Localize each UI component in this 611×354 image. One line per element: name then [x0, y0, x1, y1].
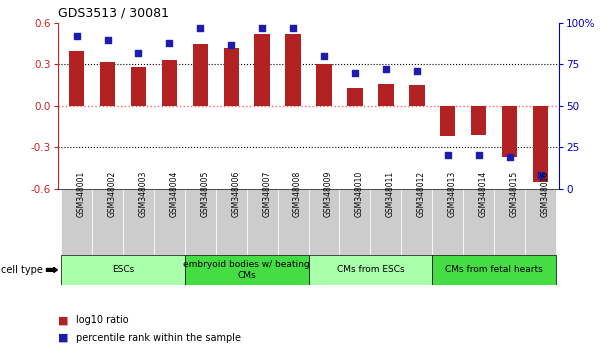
- Bar: [378, 84, 393, 106]
- Bar: [131, 67, 146, 106]
- Text: ■: ■: [58, 315, 68, 325]
- Bar: [154, 189, 185, 255]
- Text: GSM348006: GSM348006: [231, 171, 240, 217]
- Text: GSM348013: GSM348013: [448, 171, 457, 217]
- Text: GSM348007: GSM348007: [262, 171, 271, 217]
- Bar: [254, 34, 270, 106]
- Point: [412, 68, 422, 74]
- Bar: [162, 60, 177, 106]
- Bar: [224, 48, 239, 106]
- Bar: [216, 189, 247, 255]
- Text: GSM348003: GSM348003: [139, 171, 147, 217]
- Point: [226, 42, 236, 47]
- Text: CMs from fetal hearts: CMs from fetal hearts: [445, 266, 543, 274]
- Point: [257, 25, 267, 31]
- Bar: [100, 62, 115, 106]
- Text: GSM348010: GSM348010: [355, 171, 364, 217]
- Bar: [533, 106, 548, 182]
- Bar: [316, 64, 332, 106]
- Text: GSM348014: GSM348014: [478, 171, 488, 217]
- Bar: [277, 189, 309, 255]
- Bar: [525, 189, 556, 255]
- Bar: [471, 106, 486, 135]
- Bar: [61, 255, 185, 285]
- Bar: [432, 189, 463, 255]
- Bar: [440, 106, 455, 136]
- Bar: [347, 88, 363, 106]
- Point: [350, 70, 360, 75]
- Text: log10 ratio: log10 ratio: [76, 315, 129, 325]
- Bar: [463, 189, 494, 255]
- Bar: [401, 189, 432, 255]
- Bar: [92, 189, 123, 255]
- Bar: [494, 189, 525, 255]
- Text: cell type: cell type: [1, 265, 43, 275]
- Bar: [192, 44, 208, 106]
- Text: ■: ■: [58, 333, 68, 343]
- Text: GSM348011: GSM348011: [386, 171, 395, 217]
- Bar: [340, 189, 370, 255]
- Point: [164, 40, 174, 46]
- Point: [71, 33, 81, 39]
- Point: [196, 25, 205, 31]
- Text: GDS3513 / 30081: GDS3513 / 30081: [58, 7, 169, 20]
- Point: [474, 153, 483, 158]
- Text: GSM348004: GSM348004: [169, 171, 178, 217]
- Bar: [502, 106, 518, 157]
- Bar: [285, 34, 301, 106]
- Bar: [309, 255, 432, 285]
- Point: [288, 25, 298, 31]
- Text: percentile rank within the sample: percentile rank within the sample: [76, 333, 241, 343]
- Bar: [185, 189, 216, 255]
- Text: GSM348001: GSM348001: [76, 171, 86, 217]
- Text: GSM348008: GSM348008: [293, 171, 302, 217]
- Bar: [69, 51, 84, 106]
- Text: ESCs: ESCs: [112, 266, 134, 274]
- Text: GSM348016: GSM348016: [541, 171, 549, 217]
- Bar: [309, 189, 340, 255]
- Text: embryoid bodies w/ beating
CMs: embryoid bodies w/ beating CMs: [183, 260, 310, 280]
- Bar: [409, 85, 425, 106]
- Text: CMs from ESCs: CMs from ESCs: [337, 266, 404, 274]
- Text: GSM348005: GSM348005: [200, 171, 210, 217]
- Text: GSM348015: GSM348015: [510, 171, 519, 217]
- Bar: [247, 189, 277, 255]
- Bar: [432, 255, 556, 285]
- Point: [134, 50, 144, 56]
- Text: GSM348009: GSM348009: [324, 171, 333, 217]
- Point: [536, 172, 546, 178]
- Point: [319, 53, 329, 59]
- Point: [443, 153, 453, 158]
- Point: [505, 154, 514, 160]
- Point: [381, 67, 391, 72]
- Bar: [61, 189, 92, 255]
- Text: GSM348002: GSM348002: [108, 171, 117, 217]
- Text: GSM348012: GSM348012: [417, 171, 426, 217]
- Bar: [123, 189, 154, 255]
- Point: [103, 37, 112, 42]
- Bar: [370, 189, 401, 255]
- Bar: [185, 255, 309, 285]
